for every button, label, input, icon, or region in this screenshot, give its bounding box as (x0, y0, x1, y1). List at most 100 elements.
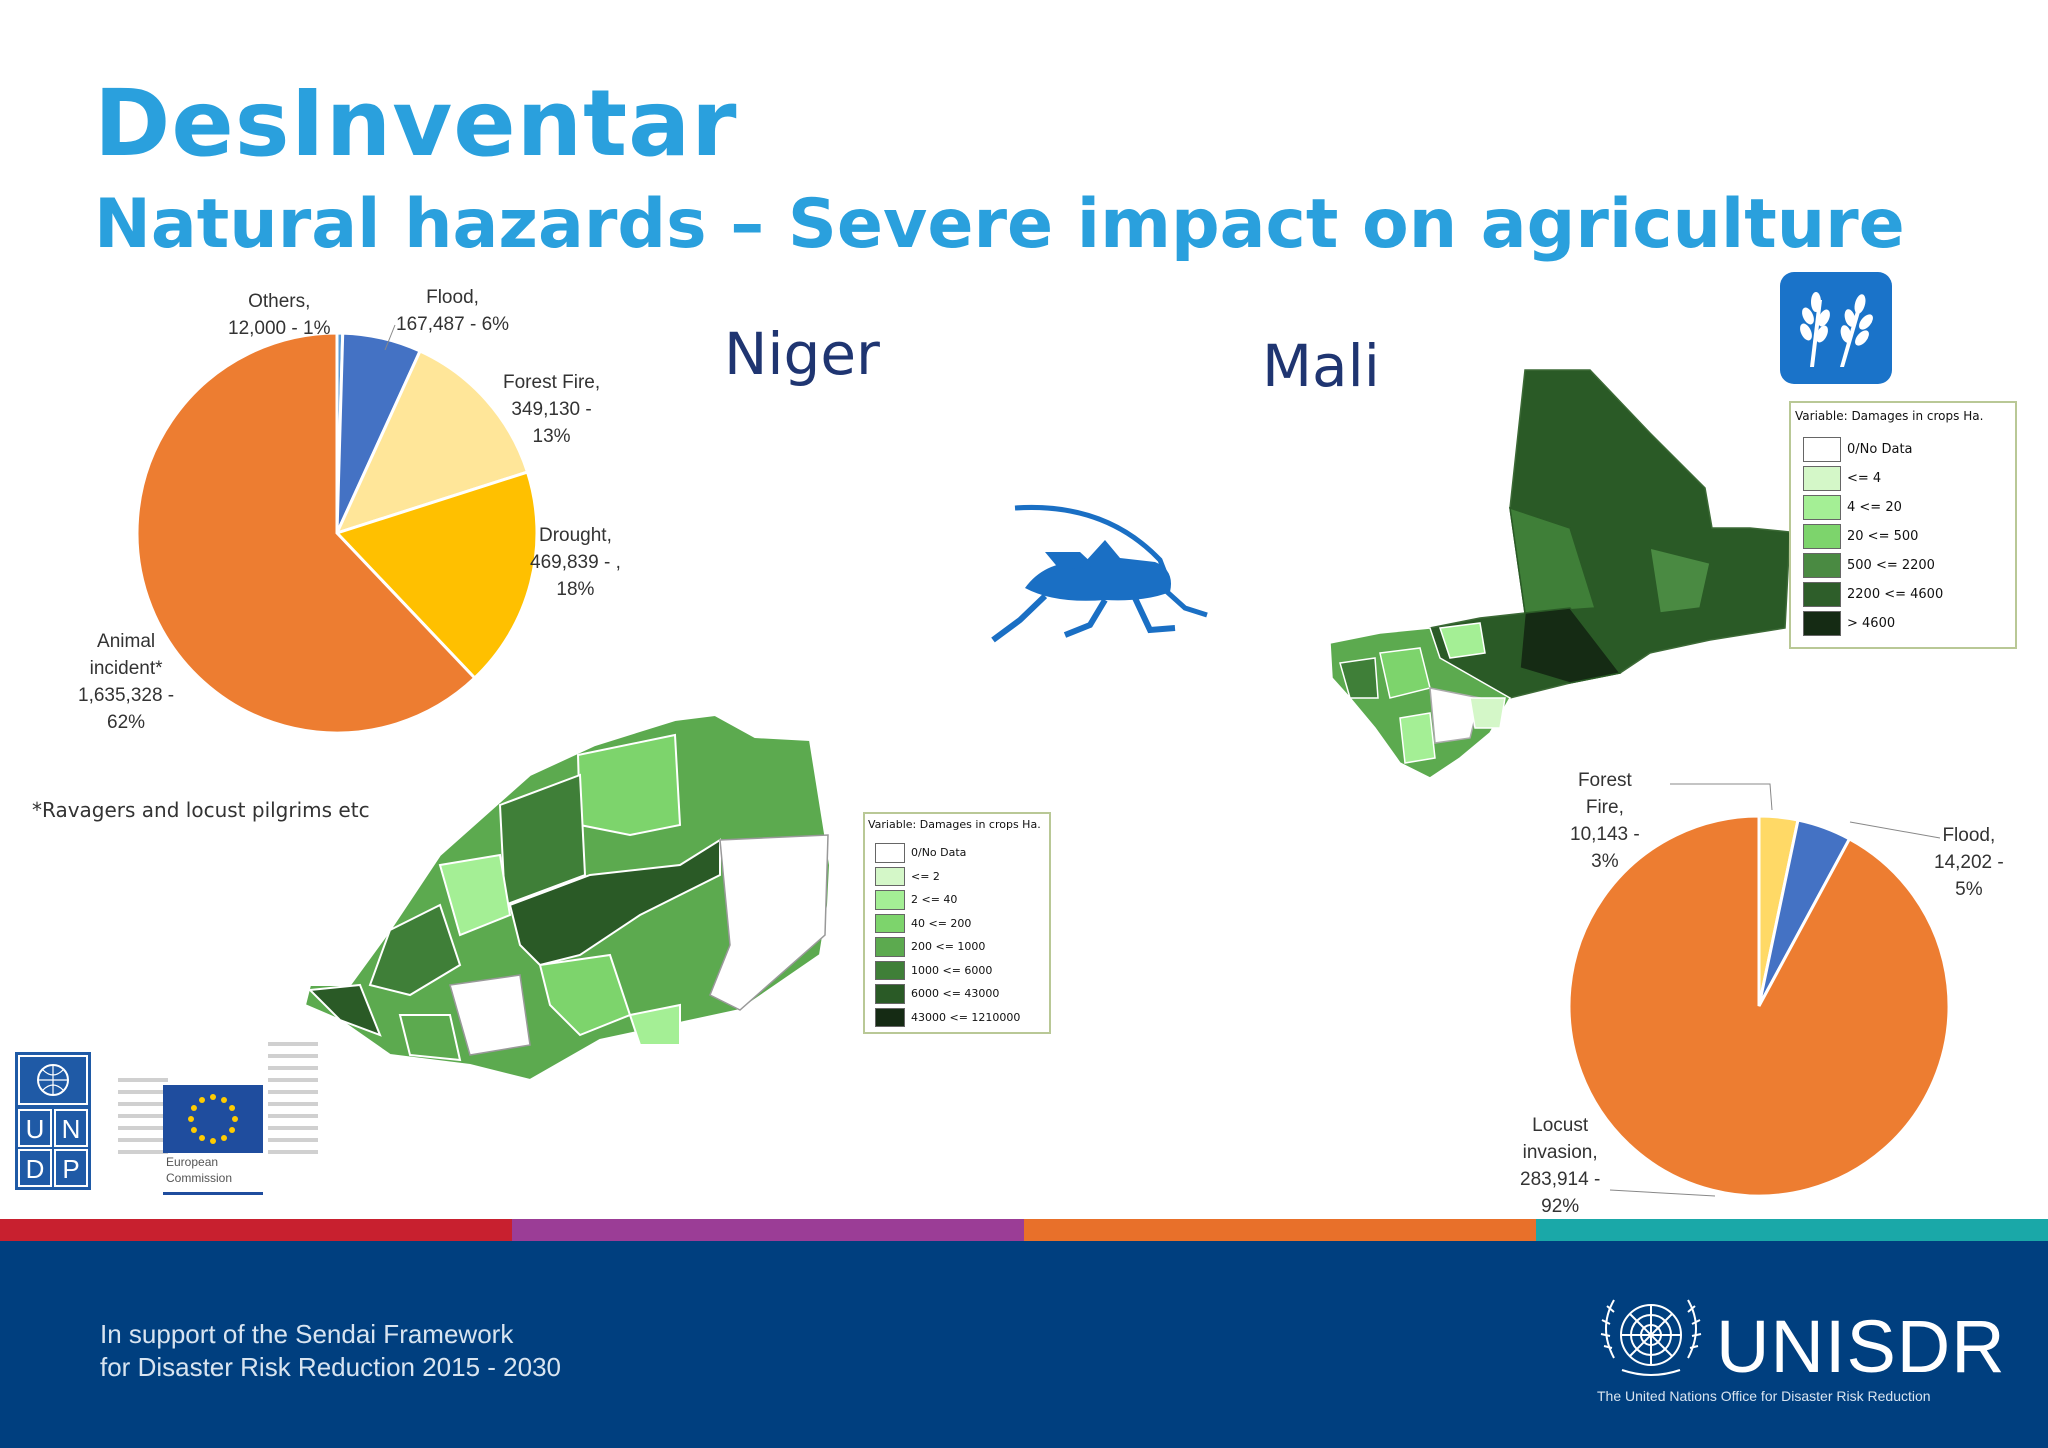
european-commission-logo: European Commission (118, 1042, 318, 1195)
mali-region (1469, 697, 1506, 729)
legend-swatch (875, 984, 905, 1004)
leader-locust (1609, 1189, 1716, 1197)
eu-star-icon (210, 1094, 216, 1100)
mali-region (1438, 622, 1486, 659)
stripe-teal (1536, 1219, 2048, 1241)
legend-swatch (875, 913, 905, 933)
mali-north-region (1429, 369, 1791, 699)
mali-legend: Variable: Damages in crops Ha. 0/No Data… (1789, 401, 2017, 649)
niger-label: Niger (724, 320, 880, 388)
niger-leader-lines (384, 324, 396, 351)
leader-flood (1849, 821, 1941, 839)
eu-star-icon (210, 1138, 216, 1144)
eu-star-icon (232, 1116, 238, 1122)
eu-star-icon (229, 1127, 236, 1133)
legend-label: 500 <= 2200 (1847, 558, 1935, 573)
legend-label: 6000 <= 43000 (911, 987, 1000, 1001)
legend-item: > 4600 (1803, 609, 2015, 638)
undp-letter-p: P (62, 1154, 79, 1184)
niger-region (307, 983, 382, 1037)
eu-label-line1: European (166, 1155, 218, 1169)
legend-item: 4 <= 20 (1803, 493, 2015, 522)
mali-leader-lines (1609, 783, 1941, 1197)
legend-swatch (1803, 466, 1841, 491)
mali-region (1429, 687, 1481, 744)
legend-label: 40 <= 200 (911, 916, 972, 930)
niger-region (368, 903, 462, 997)
mali-region (1509, 506, 1596, 614)
eu-star-icon (229, 1105, 236, 1111)
undp-letter-d: D (26, 1154, 45, 1184)
niger-label-others: Others, 12,000 - 1% (228, 291, 331, 339)
niger-region (508, 838, 721, 967)
page-title: DesInventar (94, 70, 738, 177)
unisdr-tagline: The United Nations Office for Disaster R… (1597, 1388, 1931, 1404)
legend-swatch (875, 937, 905, 957)
niger-region (438, 853, 512, 937)
niger-footnote: *Ravagers and locust pilgrims etc (32, 798, 370, 822)
niger-region (398, 1014, 462, 1062)
mali-label-flood: Flood, 14,202 -5% (1934, 825, 2004, 900)
legend-swatch (875, 1007, 905, 1027)
undp-logo: U N D P (15, 1052, 91, 1190)
niger-map (303, 715, 832, 1082)
niger-label-flood: Flood, 167,487 - 6% (396, 287, 510, 335)
legend-swatch (875, 890, 905, 910)
legend-item: 2200 <= 4600 (1803, 580, 2015, 609)
niger-region (709, 834, 829, 1011)
sendai-line1: In support of the Sendai Framework (100, 1319, 514, 1349)
legend-swatch (1803, 495, 1841, 520)
legend-label: 4 <= 20 (1847, 500, 1902, 515)
unisdr-logo-text: UNISDR (1716, 1305, 2006, 1388)
mali-slice-locust-invasion (1567, 814, 1951, 1198)
leader-forest-fire (1670, 783, 1773, 811)
legend-label: > 4600 (1847, 616, 1896, 631)
legend-label: 2200 <= 4600 (1847, 587, 1944, 602)
mali-label-forest-fire: Forest Fire, 10,143 -3% (1570, 770, 1640, 872)
niger-label-forest-fire: Forest Fire, 349,130 -13% (503, 372, 601, 447)
mali-pie-chart (1567, 783, 1951, 1198)
legend-item: 200 <= 1000 (875, 935, 1049, 959)
legend-item: 40 <= 200 (875, 912, 1049, 936)
legend-item: 20 <= 500 (1803, 522, 2015, 551)
legend-label: 200 <= 1000 (911, 940, 986, 954)
eu-star-icon (199, 1096, 205, 1103)
mali-region (1519, 607, 1622, 684)
undp-letter-n: N (62, 1114, 81, 1144)
eu-star-icon (221, 1135, 227, 1142)
niger-legend: Variable: Damages in crops Ha. 0/No Data… (863, 812, 1051, 1034)
legend-swatch (875, 843, 905, 863)
leader-flood (384, 324, 396, 351)
sendai-text: In support of the Sendai Framework for D… (100, 1318, 561, 1384)
mali-label: Mali (1262, 332, 1380, 400)
eu-star-icon (190, 1105, 197, 1111)
legend-item: 2 <= 40 (875, 888, 1049, 912)
mali-region (1649, 546, 1711, 614)
niger-region (538, 953, 632, 1037)
legend-label: 1000 <= 6000 (911, 963, 993, 977)
legend-item: <= 2 (875, 865, 1049, 889)
niger-pie-chart (135, 324, 539, 735)
niger-label-animal-incident: Animal incident* 1,635,328 -62% (78, 631, 175, 733)
mali-map (1329, 369, 1791, 779)
locust-icon (991, 504, 1208, 643)
mali-label-locust-invasion: Locust invasion, 283,914 -92% (1520, 1115, 1601, 1217)
eu-label-line2: Commission (166, 1171, 232, 1185)
legend-label: 20 <= 500 (1847, 529, 1919, 544)
undp-letter-u: U (26, 1114, 45, 1144)
eu-star-icon (199, 1135, 205, 1142)
eu-star-icon (188, 1116, 194, 1122)
legend-item: <= 4 (1803, 464, 2015, 493)
niger-region (628, 1003, 681, 1046)
legend-item: 0/No Data (1803, 435, 2015, 464)
legend-label: 43000 <= 1210000 (911, 1010, 1021, 1024)
niger-label-drought: Drought, 469,839 - , 18% (530, 525, 621, 600)
legend-swatch (1803, 582, 1841, 607)
niger-slice-drought (334, 470, 539, 681)
stripe-orange (1024, 1219, 1536, 1241)
niger-slice-forest-fire (334, 349, 530, 536)
mali-region (1339, 657, 1379, 699)
wheat-icon (1780, 272, 1892, 384)
legend-item: 500 <= 2200 (1803, 551, 2015, 580)
footer-band (0, 1241, 2048, 1448)
